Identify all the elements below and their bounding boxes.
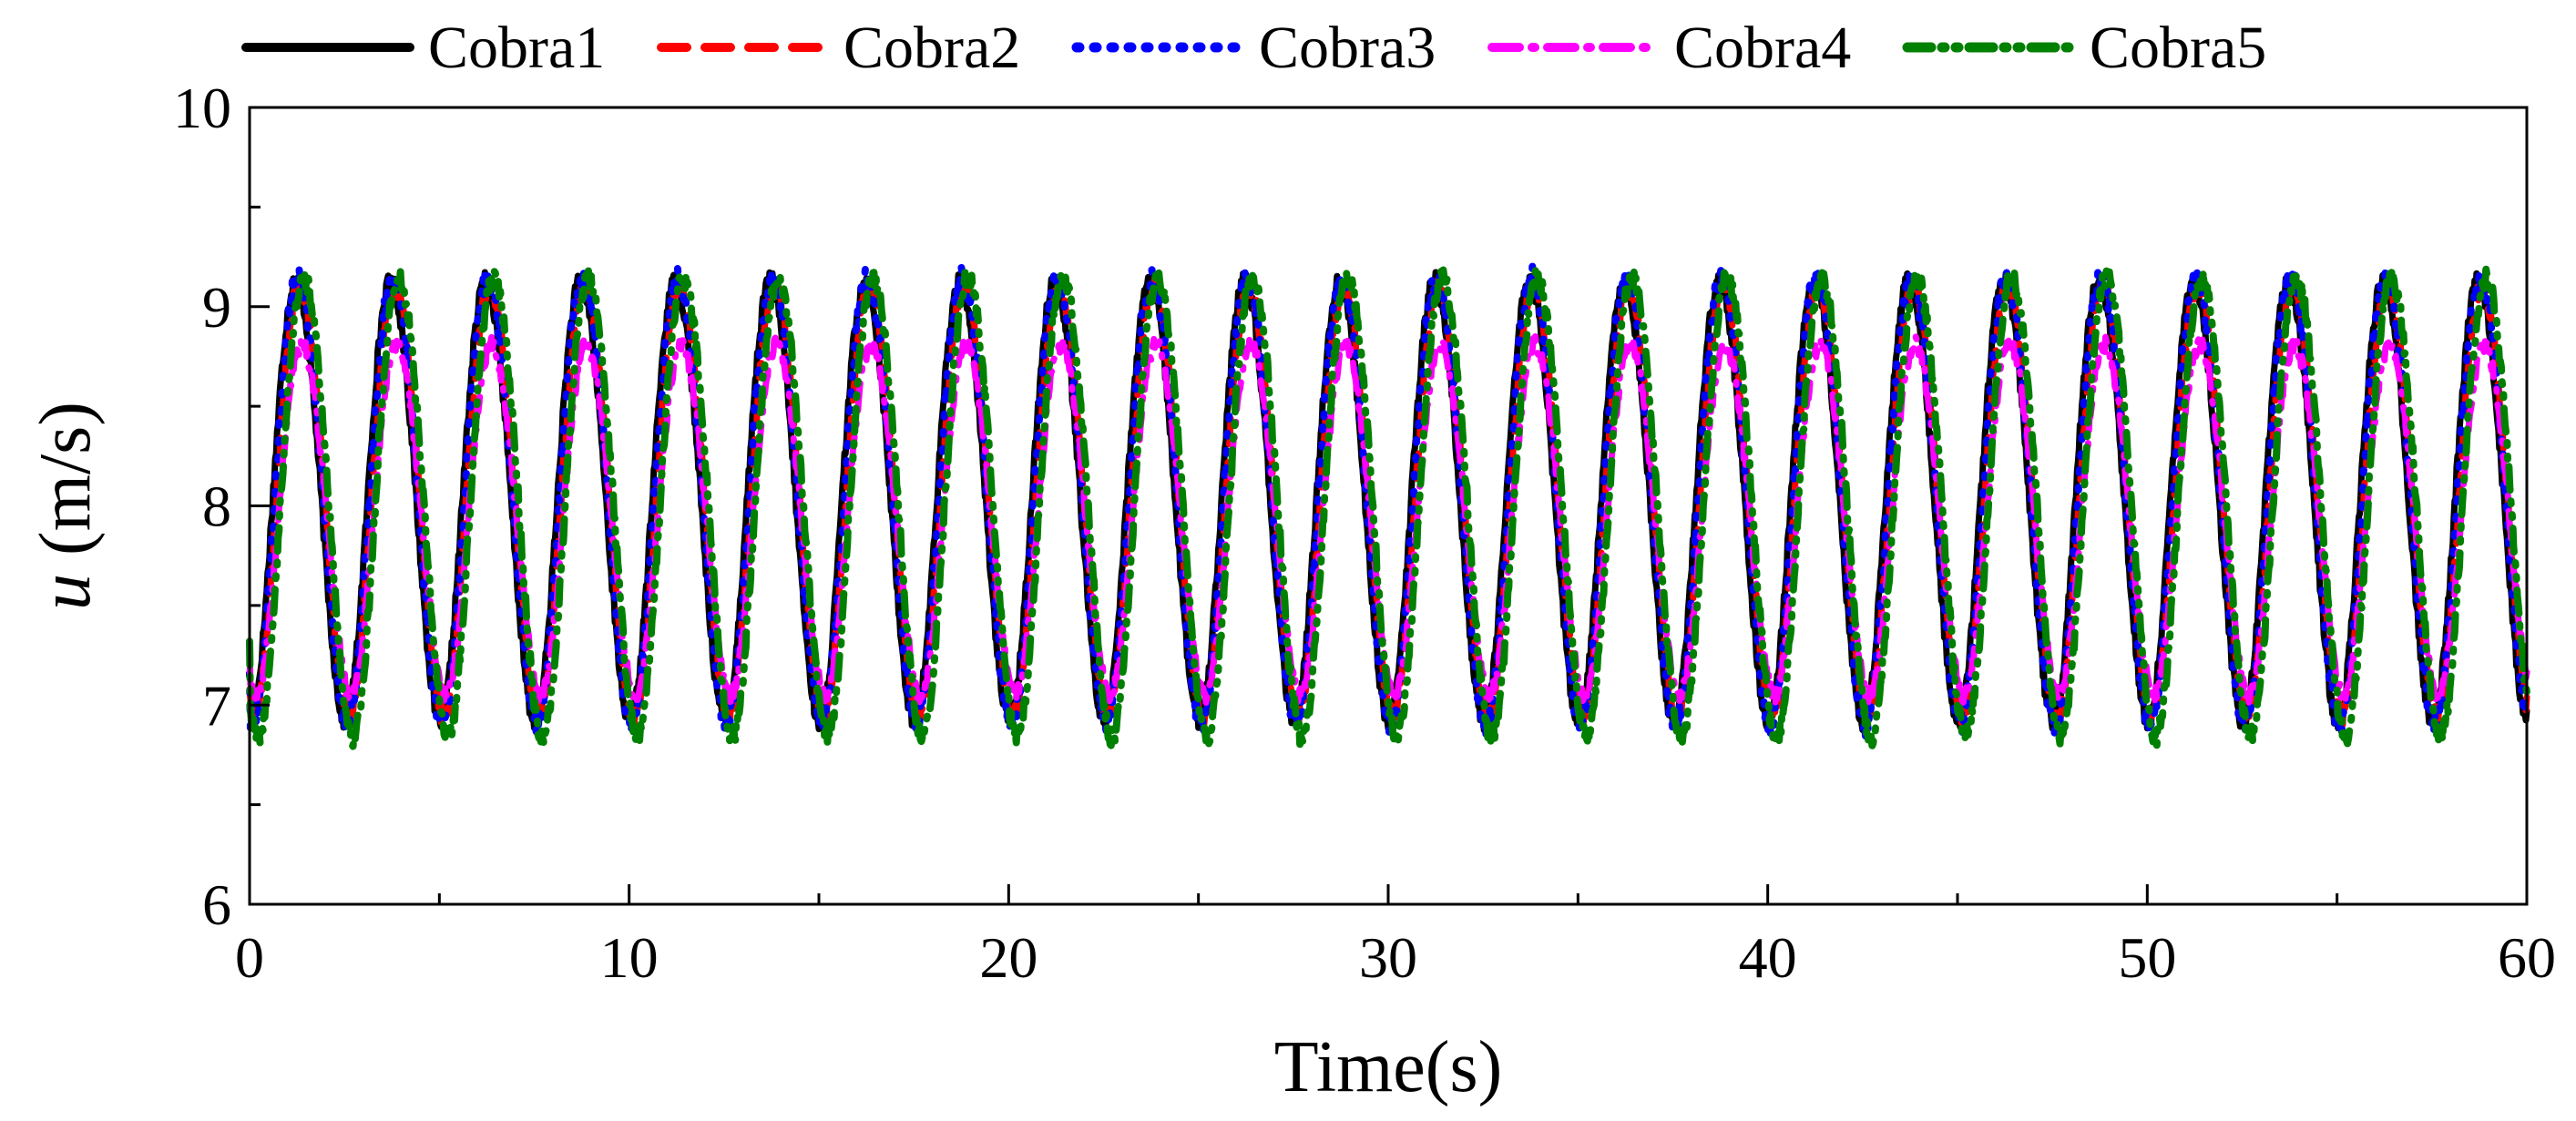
y-tick-label: 9 (202, 275, 231, 340)
y-axis: 6 7 8 9 10 (173, 76, 270, 937)
x-axis-title: Time(s) (1274, 1027, 1502, 1107)
legend-item-cobra5: Cobra5 (1902, 15, 2266, 81)
x-tick-label: 30 (1359, 925, 1417, 990)
legend-item-cobra3: Cobra3 (1071, 15, 1436, 81)
y-tick-label: 10 (173, 76, 231, 140)
legend-label: Cobra5 (2090, 15, 2266, 81)
legend: Cobra1 Cobra2 Cobra3 Cobra4 Cobra5 (241, 15, 2266, 81)
y-tick-label: 6 (202, 872, 231, 937)
series-line-cobra5 (246, 264, 2530, 750)
y-axis-variable: u (26, 574, 106, 610)
x-tick-label: 20 (979, 925, 1038, 990)
x-tick-label: 10 (600, 925, 659, 990)
series-layer (246, 262, 2530, 750)
x-tick-label: 60 (2498, 925, 2556, 990)
y-axis-unit: (m/s) (26, 402, 106, 574)
legend-item-cobra1: Cobra1 (241, 15, 605, 81)
legend-label: Cobra3 (1259, 15, 1436, 81)
legend-item-cobra4: Cobra4 (1487, 15, 1851, 81)
x-tick-label: 50 (2118, 925, 2176, 990)
plot-area-frame (248, 106, 2529, 906)
x-tick-label: 40 (1739, 925, 1797, 990)
legend-label: Cobra2 (843, 15, 1020, 81)
legend-label: Cobra4 (1674, 15, 1851, 81)
x-tick-label: 0 (235, 925, 264, 990)
x-axis: 0 10 20 30 40 50 60 (235, 884, 2556, 990)
y-axis-title: u (m/s) (26, 402, 106, 610)
legend-label: Cobra1 (428, 15, 605, 81)
y-tick-label: 8 (202, 474, 231, 539)
legend-item-cobra2: Cobra2 (657, 15, 1020, 81)
y-tick-label: 7 (202, 673, 231, 738)
series-line-cobra1 (246, 269, 2530, 734)
